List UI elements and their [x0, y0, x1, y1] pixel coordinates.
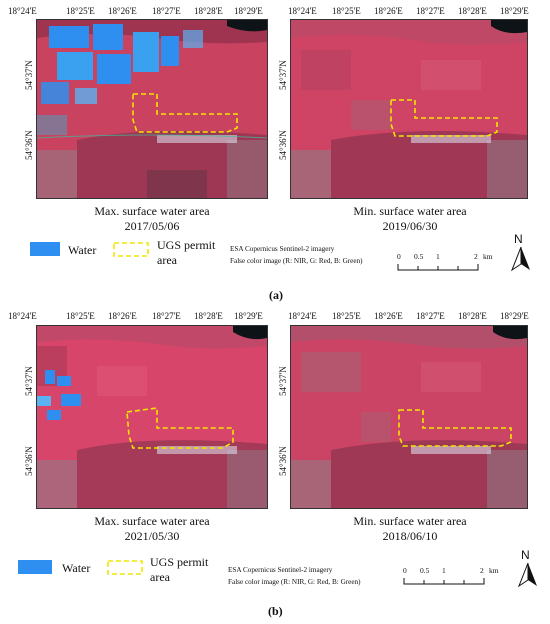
scale-label: 0	[403, 566, 407, 575]
scale-label: 1	[436, 252, 440, 261]
lon-tick: 18°26'E	[108, 6, 137, 16]
lon-tick: 18°29'E	[234, 311, 263, 321]
imagery-note-1: ESA Copernicus Sentinel-2 imagery	[230, 245, 335, 253]
scale-label: 2	[480, 566, 484, 575]
lat-tick: 54°37'N	[24, 60, 34, 90]
water-label: Water	[68, 243, 97, 257]
north-arrow-icon	[517, 562, 537, 588]
water-swatch	[18, 560, 52, 574]
lon-tick: 18°27'E	[152, 6, 181, 16]
ugs-swatch	[107, 560, 143, 575]
panel-label-b: (b)	[268, 604, 283, 618]
lon-tick: 18°29'E	[234, 6, 263, 16]
lat-tick: 54°36'N	[278, 446, 288, 476]
scale-label: 0.5	[414, 252, 424, 261]
lat-tick: 54°36'N	[24, 446, 34, 476]
scale-label: 0	[397, 252, 401, 261]
satellite-image-2018	[291, 326, 527, 508]
lon-tick: 18°26'E	[374, 311, 403, 321]
caption-bottom-left: Max. surface water area 2021/05/30	[94, 514, 210, 543]
lon-tick: 18°28'E	[458, 6, 487, 16]
water-swatch	[30, 242, 60, 256]
lat-tick: 54°36'N	[24, 130, 34, 160]
satellite-image-2019	[291, 20, 527, 198]
lon-tick: 18°27'E	[416, 311, 445, 321]
water-label: Water	[62, 561, 91, 575]
lat-tick: 54°37'N	[24, 366, 34, 396]
lat-tick: 54°37'N	[278, 60, 288, 90]
map-top-left	[36, 19, 268, 199]
ugs-label-1: UGS permit	[157, 238, 216, 252]
map-bottom-right	[290, 325, 528, 509]
lat-tick: 54°37'N	[278, 366, 288, 396]
map-bottom-left	[36, 325, 268, 509]
scale-unit: km	[489, 566, 499, 575]
caption-top-left: Max. surface water area 2017/05/06	[94, 204, 210, 233]
satellite-image-2017	[37, 20, 267, 198]
north-label: N	[514, 232, 523, 246]
map-top-right	[290, 19, 528, 199]
lon-tick: 18°28'E	[194, 6, 223, 16]
lon-tick: 18°29'E	[500, 311, 529, 321]
lon-tick: 18°24'E	[8, 6, 37, 16]
satellite-image-2021	[37, 326, 267, 508]
panel-label-a: (a)	[269, 288, 283, 302]
lon-tick: 18°26'E	[108, 311, 137, 321]
lon-tick: 18°29'E	[500, 6, 529, 16]
ugs-label-2: area	[157, 253, 177, 267]
ugs-label-1: UGS permit	[150, 555, 209, 569]
lat-tick: 54°36'N	[278, 130, 288, 160]
scale-label: 2	[474, 252, 478, 261]
caption-bottom-right: Min. surface water area 2018/06/10	[353, 514, 467, 543]
lon-tick: 18°28'E	[458, 311, 487, 321]
ugs-label-2: area	[150, 570, 170, 584]
lon-tick: 18°24'E	[288, 6, 317, 16]
scale-unit: km	[483, 252, 493, 261]
scale-label: 0.5	[420, 566, 430, 575]
caption-top-right: Min. surface water area 2019/06/30	[353, 204, 467, 233]
lon-tick: 18°28'E	[194, 311, 223, 321]
imagery-note-1: ESA Copernicus Sentinel-2 imagery	[228, 566, 333, 574]
lon-tick: 18°24'E	[288, 311, 317, 321]
north-arrow-icon	[510, 246, 530, 272]
imagery-note-2: False color image (R: NIR, G: Red, B: Gr…	[228, 578, 361, 586]
lon-tick: 18°24'E	[8, 311, 37, 321]
lon-tick: 18°27'E	[416, 6, 445, 16]
lon-tick: 18°25'E	[332, 311, 361, 321]
scale-bar	[403, 578, 485, 585]
lon-tick: 18°26'E	[374, 6, 403, 16]
ugs-swatch	[113, 242, 149, 257]
north-label: N	[521, 548, 530, 562]
lon-tick: 18°25'E	[332, 6, 361, 16]
scale-bar	[397, 264, 479, 271]
imagery-note-2: False color image (R: NIR, G: Red, B: Gr…	[230, 257, 363, 265]
scale-label: 1	[442, 566, 446, 575]
lon-tick: 18°25'E	[66, 311, 95, 321]
lon-tick: 18°25'E	[66, 6, 95, 16]
lon-tick: 18°27'E	[152, 311, 181, 321]
